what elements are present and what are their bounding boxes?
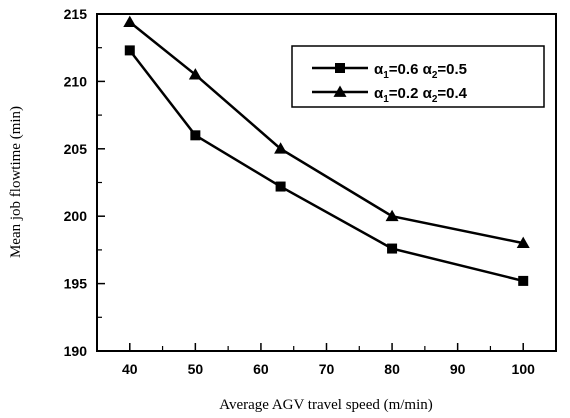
y-tick-label: 190 xyxy=(64,343,88,359)
y-axis: 190 195 200 205 210 215 xyxy=(64,6,105,359)
x-tick-label: 60 xyxy=(253,361,269,377)
legend-marker xyxy=(335,63,345,73)
x-axis-title: Average AGV travel speed (m/min) xyxy=(219,397,433,413)
legend-item-2: α1=0.2 α2=0.4 xyxy=(312,85,468,105)
triangle-point xyxy=(188,68,202,80)
triangle-point xyxy=(123,15,137,27)
square-point xyxy=(190,130,201,141)
x-tick-label: 70 xyxy=(319,361,335,377)
triangle-point xyxy=(274,142,288,154)
x-tick-label: 50 xyxy=(188,361,204,377)
x-tick-label: 80 xyxy=(384,361,400,377)
square-point xyxy=(518,275,529,286)
legend-label: α1=0.6 α2=0.5 xyxy=(374,61,467,81)
legend: α1=0.6 α2=0.5 α1=0.2 α2=0.4 xyxy=(291,45,545,108)
y-tick-label: 210 xyxy=(64,73,88,89)
series-1 xyxy=(124,45,529,286)
legend-label: α1=0.2 α2=0.4 xyxy=(374,85,468,105)
square-point xyxy=(275,181,286,192)
x-tick-label: 90 xyxy=(450,361,466,377)
series-layer xyxy=(123,15,530,286)
x-axis: 40 50 60 70 80 90 100 xyxy=(122,343,535,377)
legend-marker xyxy=(333,85,347,97)
x-tick-label: 40 xyxy=(122,361,138,377)
y-tick-label: 200 xyxy=(64,208,88,224)
square-point xyxy=(124,45,135,56)
x-tick-label: 100 xyxy=(512,361,536,377)
square-point xyxy=(387,243,398,254)
series-2 xyxy=(123,15,530,249)
triangle-point xyxy=(516,236,530,249)
y-tick-label: 205 xyxy=(64,141,88,157)
y-axis-title: Mean job flowtime (min) xyxy=(8,106,24,258)
y-tick-label: 215 xyxy=(64,6,88,22)
y-tick-label: 195 xyxy=(64,276,88,292)
legend-item-1: α1=0.6 α2=0.5 xyxy=(312,61,467,81)
triangle-point xyxy=(385,209,399,222)
